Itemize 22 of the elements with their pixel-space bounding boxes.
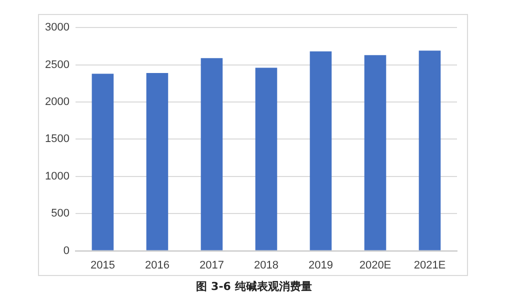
bar — [310, 51, 332, 250]
bar — [92, 74, 114, 250]
bar — [146, 72, 168, 250]
x-tick-label: 2016 — [144, 259, 170, 272]
text: 图 3-6 纯碱表观消费量 — [195, 279, 313, 294]
x-tick-label: 2018 — [254, 259, 278, 272]
x-tick-label: 2021E — [414, 259, 446, 272]
y-tick-label: 1000 — [44, 170, 70, 182]
y-tick-label: 2500 — [44, 58, 70, 71]
x-tick-label: 2017 — [199, 259, 224, 272]
y-tick-label: 2000 — [44, 96, 70, 108]
y-tick-label: 0 — [63, 244, 70, 257]
y-tick-label: 1500 — [44, 133, 70, 146]
bar — [200, 58, 223, 250]
x-tick-label: 2019 — [308, 259, 333, 272]
x-tick-label: 2020E — [359, 259, 392, 272]
y-tick-label: 3000 — [44, 22, 70, 34]
y-tick-label: 500 — [51, 208, 70, 220]
bar — [364, 55, 386, 250]
bar — [418, 50, 441, 250]
x-tick-label: 2015 — [90, 259, 115, 272]
bar — [255, 68, 278, 250]
